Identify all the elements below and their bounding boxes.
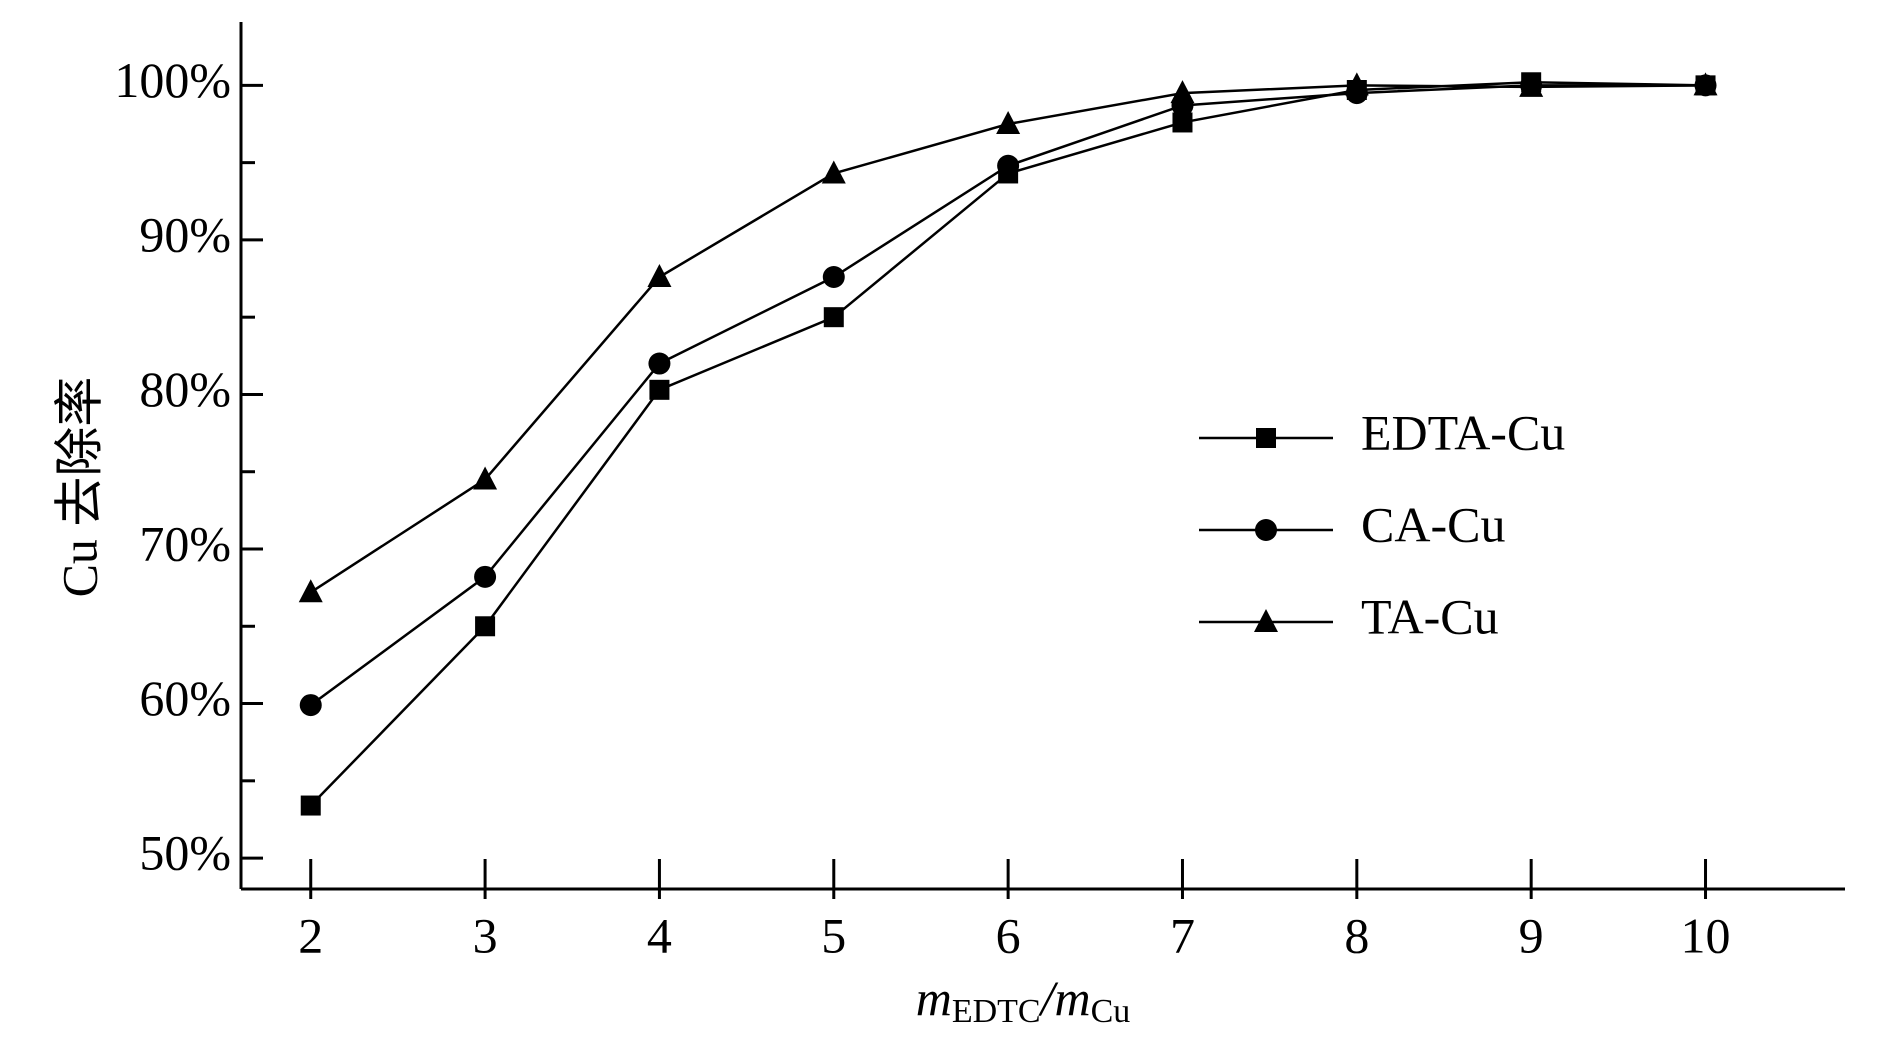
y-tick-label: 70% — [139, 515, 231, 571]
y-tick-label: 50% — [139, 825, 231, 881]
marker — [1519, 73, 1544, 97]
marker — [823, 307, 844, 328]
y-tick-label: 60% — [139, 670, 231, 726]
x-label-part: /m — [1038, 970, 1091, 1026]
marker — [299, 694, 322, 717]
x-tick-label: 10 — [1681, 907, 1731, 963]
marker — [300, 795, 321, 816]
x-label-part: Cu — [1091, 993, 1131, 1030]
marker — [1170, 80, 1195, 104]
x-tick-label: 6 — [996, 907, 1021, 963]
marker — [822, 266, 845, 288]
legend-label: CA-Cu — [1361, 496, 1505, 552]
x-tick-label: 3 — [473, 907, 498, 963]
x-tick-label: 4 — [647, 907, 672, 963]
x-tick-label: 9 — [1519, 907, 1544, 963]
marker — [997, 154, 1020, 177]
y-axis-label: Cu 去除率 — [51, 377, 107, 598]
marker — [1693, 72, 1718, 96]
x-label-part: EDTC — [952, 993, 1041, 1030]
y-tick-label: 90% — [139, 206, 231, 262]
y-tick-label: 100% — [114, 52, 231, 108]
marker — [1344, 72, 1369, 96]
y-tick-label: 80% — [139, 361, 231, 417]
marker — [1256, 428, 1276, 448]
marker — [475, 616, 496, 637]
x-tick-label: 8 — [1344, 907, 1369, 963]
marker — [649, 379, 670, 400]
marker — [474, 565, 497, 588]
x-axis-label: mEDTC/mCu — [916, 970, 1131, 1029]
x-label-part: m — [916, 970, 952, 1026]
marker — [1254, 609, 1278, 632]
marker — [298, 579, 323, 603]
x-tick-label: 2 — [298, 907, 323, 963]
marker — [821, 160, 846, 184]
marker — [996, 111, 1021, 134]
marker — [1255, 519, 1277, 541]
marker — [1172, 112, 1193, 133]
x-tick-label: 5 — [821, 907, 846, 963]
x-tick-label: 7 — [1170, 907, 1195, 963]
marker — [647, 264, 672, 287]
marker — [648, 352, 671, 375]
legend-label: TA-Cu — [1361, 588, 1499, 644]
legend-label: EDTA-Cu — [1361, 404, 1565, 460]
marker — [473, 466, 498, 490]
